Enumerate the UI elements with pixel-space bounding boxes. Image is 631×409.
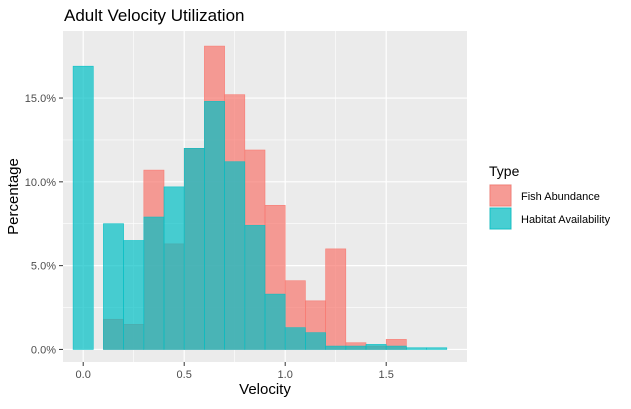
y-tick-label: 5.0% [31,261,56,273]
x-tick-label: 1.5 [379,369,394,381]
x-tick-label: 0.0 [76,369,91,381]
y-tick-label: 0.0% [31,344,56,356]
x-axis-label: Velocity [239,381,291,398]
histogram-bar [426,347,448,350]
legend-entry-label: Fish Abundance [521,191,600,203]
histogram-bar [143,216,165,350]
histogram-bar [204,101,225,350]
histogram-bar [264,293,286,350]
legend-title: Type [489,163,520,179]
legend-key-swatch [489,184,512,207]
histogram-bar [345,345,367,350]
legend-key-swatch [489,207,512,230]
histogram-bar [325,248,347,350]
y-axis-label: Percentage [5,158,22,235]
histogram-bar [163,186,185,350]
histogram-bar [365,344,387,350]
histogram-bar [284,327,306,350]
y-tick-label: 15.0% [25,93,56,105]
legend-entry-label: Habitat Availability [521,214,611,226]
histogram-bar [406,347,427,350]
histogram-bar [183,148,205,350]
y-tick-label: 10.0% [25,177,56,189]
histogram-bar [224,161,246,350]
legend: Type Fish Abundance Habitat Availability [489,163,611,230]
series-1 [72,65,448,350]
chart-title: Adult Velocity Utilization [64,6,244,25]
x-tick-label: 1.0 [278,369,293,381]
axes: 0.0% 5.0% 10.0% 15.0% 0.0 0.5 1.0 1.5 [25,93,394,381]
histogram-bar [72,65,94,350]
histogram-bar [385,345,407,350]
histogram-bar [325,345,347,350]
histogram-bar [103,223,124,350]
histogram-bar [244,225,266,350]
histogram-bar [305,332,326,350]
bars-layer [72,45,448,350]
x-tick-label: 0.5 [177,369,192,381]
histogram-bar [123,240,145,350]
